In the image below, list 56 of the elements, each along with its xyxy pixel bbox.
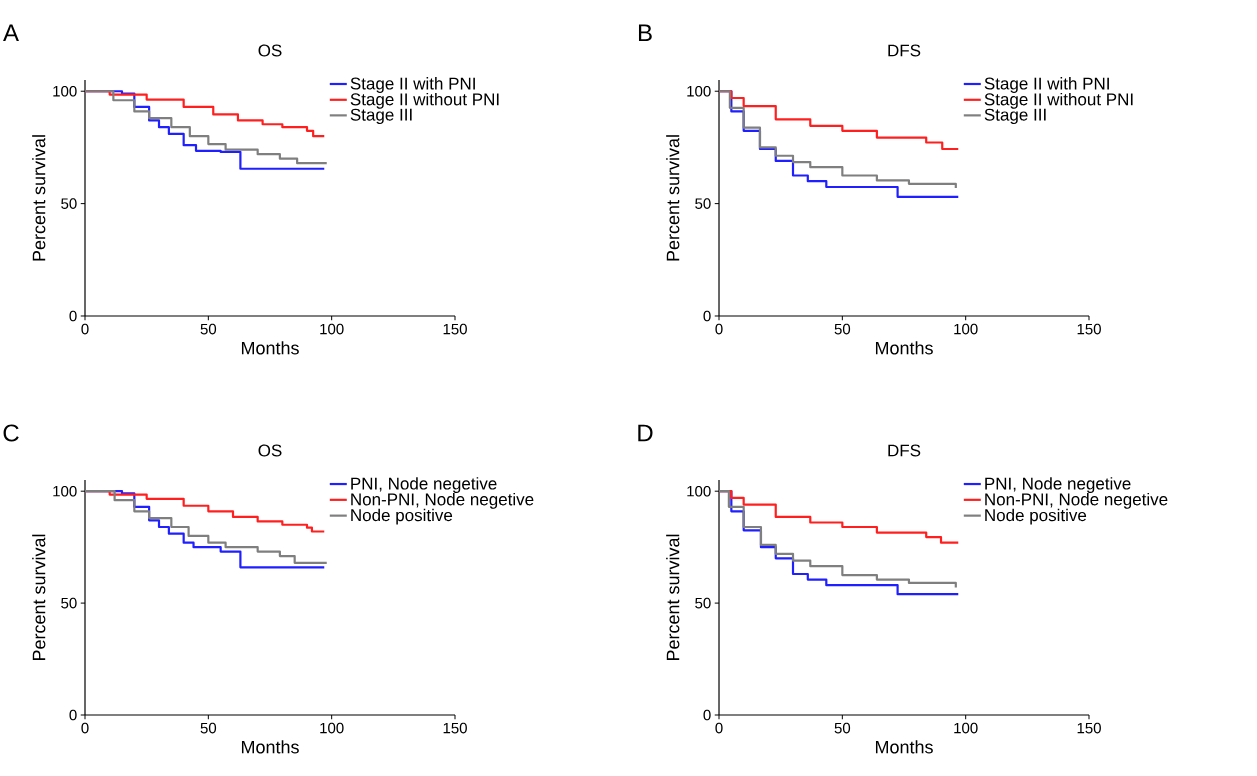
x-tick-label: 50 [200, 722, 217, 734]
x-tick-label: 50 [834, 323, 851, 335]
legend-label: PNI, Node negetive [351, 477, 497, 493]
y-axis-title: Percent survival [32, 135, 46, 261]
legend-label: PNI, Node negetive [985, 477, 1131, 493]
x-tick-label: 150 [443, 722, 467, 734]
x-tick-label: 100 [320, 323, 344, 335]
y-tick-label: 0 [703, 310, 711, 322]
legend-label: Node positive [985, 508, 1087, 525]
x-tick-label: 100 [954, 323, 978, 335]
legend-label: Stage III [984, 108, 1046, 125]
x-axis-title: Months [241, 740, 299, 754]
x-tick-label: 150 [1077, 722, 1101, 734]
x-tick-label: 0 [81, 722, 89, 734]
x-tick-label: 150 [443, 323, 467, 335]
y-tick-label: 0 [703, 709, 711, 721]
y-tick-label: 50 [61, 597, 77, 609]
y-axis-title: Percent survival [666, 135, 680, 261]
y-tick-label: 50 [695, 198, 711, 209]
text: B [638, 24, 652, 42]
y-tick-label: 0 [69, 709, 77, 721]
legend-label: Stage II with PNI [984, 77, 1109, 93]
x-tick-label: 0 [81, 323, 89, 335]
chart-title: DFS [888, 44, 921, 57]
y-tick-label: 100 [53, 485, 77, 497]
x-axis-title: Months [875, 740, 933, 754]
legend-label: Non-PNI, Node negetive [351, 492, 534, 509]
y-tick-label: 50 [61, 198, 77, 209]
x-tick-label: 100 [954, 722, 978, 734]
y-tick-label: 100 [687, 485, 711, 497]
chart-title: OS [258, 44, 282, 57]
text: C [3, 424, 19, 442]
x-tick-label: 150 [1077, 323, 1101, 335]
legend-label: Stage II without PNI [350, 92, 499, 109]
x-tick-label: 50 [834, 722, 851, 734]
text: A [3, 24, 19, 42]
y-axis-title: Percent survival [32, 534, 46, 661]
legend-label: Stage III [350, 108, 412, 125]
legend-label: Stage II with PNI [350, 77, 475, 93]
chart-title: OS [258, 444, 282, 457]
y-tick-label: 100 [53, 85, 77, 97]
y-tick-label: 100 [687, 85, 711, 97]
y-axis-title: Percent survival [666, 534, 680, 661]
text: D [638, 424, 653, 442]
x-tick-label: 100 [320, 722, 344, 734]
x-tick-label: 0 [715, 323, 723, 335]
x-axis-title: Months [875, 341, 933, 355]
legend-label: Stage II without PNI [984, 92, 1133, 109]
x-tick-label: 0 [715, 722, 723, 734]
y-tick-label: 0 [69, 310, 77, 322]
x-axis-title: Months [241, 341, 299, 355]
legend-label: Node positive [351, 508, 453, 525]
legend-label: Non-PNI, Node negetive [985, 492, 1168, 509]
y-tick-label: 50 [695, 597, 711, 609]
x-tick-label: 50 [200, 323, 217, 335]
chart-title: DFS [888, 444, 921, 457]
